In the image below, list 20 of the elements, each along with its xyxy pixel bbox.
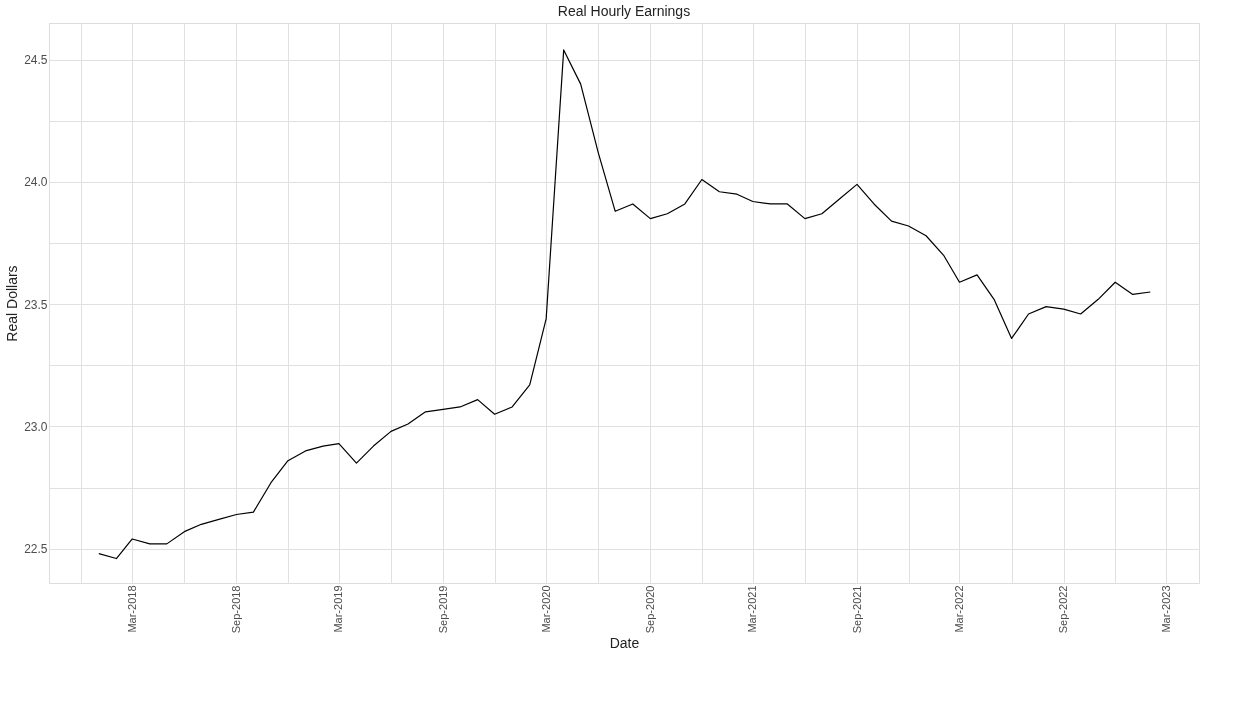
x-tick-label: Mar-2018 (125, 585, 138, 633)
x-tick-label: Mar-2019 (332, 585, 345, 633)
x-tick-label: Mar-2023 (1159, 585, 1172, 633)
y-axis-title: Real Dollars (4, 265, 21, 342)
y-tick-label: 24.0 (24, 175, 48, 190)
x-axis-title: Date (609, 635, 640, 652)
x-tick-label: Sep-2018 (229, 585, 242, 634)
y-tick-label: 23.5 (24, 297, 48, 312)
x-tick-label: Sep-2020 (643, 585, 656, 634)
y-tick-label: 23.0 (24, 419, 48, 434)
x-tick-label: Sep-2019 (436, 585, 449, 634)
line-series (98, 49, 1151, 560)
x-tick-label: Mar-2022 (952, 585, 965, 633)
chart-title: Real Hourly Earnings (557, 3, 691, 19)
x-tick-label: Sep-2021 (850, 585, 863, 634)
x-tick-label: Mar-2021 (746, 585, 759, 633)
x-tick-label: Sep-2022 (1057, 585, 1070, 634)
y-tick-label: 22.5 (24, 542, 48, 557)
x-tick-label: Mar-2020 (539, 585, 552, 633)
y-tick-label: 24.5 (24, 53, 48, 68)
